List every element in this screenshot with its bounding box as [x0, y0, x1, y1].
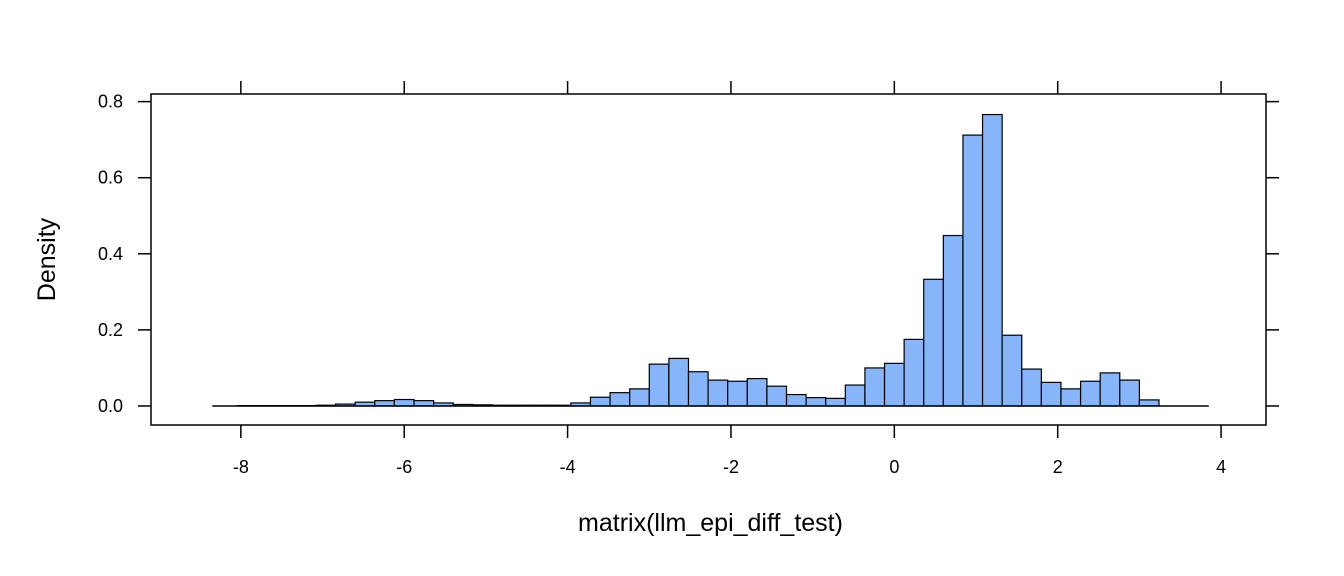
x-tick-label: -2: [723, 457, 739, 477]
histogram-bar: [942, 234, 964, 407]
histogram-bar: [1060, 388, 1082, 407]
histogram-bar: [727, 380, 748, 407]
histogram-bar: [1099, 372, 1121, 407]
x-tick-label: 0: [889, 457, 899, 477]
x-tick-label: -6: [396, 457, 412, 477]
histogram-bar: [374, 400, 396, 407]
histogram-bar: [844, 384, 866, 407]
plot-frame: [150, 93, 1267, 426]
histogram-bar: [1001, 334, 1023, 407]
y-tick-label: 0.2: [98, 320, 123, 340]
histogram-bar: [629, 388, 650, 407]
histogram-bar: [1119, 379, 1140, 407]
histogram-bar: [962, 134, 984, 407]
histogram-bar: [648, 363, 670, 407]
histogram-bar: [864, 367, 886, 407]
histogram-bar: [805, 397, 827, 407]
histogram-bar: [1138, 399, 1160, 407]
histogram-bar: [609, 392, 631, 407]
x-tick-label: 4: [1216, 457, 1226, 477]
x-tick-label: -4: [560, 457, 576, 477]
y-tick-label: 0.8: [98, 92, 123, 112]
histogram-bar: [707, 379, 729, 407]
histogram-bar: [923, 278, 944, 407]
histogram-bar: [883, 362, 905, 407]
y-tick-label: 0.4: [98, 244, 123, 264]
histogram-bar: [903, 338, 925, 407]
histogram-bar: [687, 371, 709, 407]
histogram-bar: [589, 396, 611, 407]
histogram-bar: [1021, 368, 1042, 407]
x-tick-label: 2: [1053, 457, 1063, 477]
histogram-bar: [413, 400, 435, 407]
histogram-bar: [825, 397, 846, 407]
histogram-bar: [393, 398, 415, 407]
x-tick-label: -8: [233, 457, 249, 477]
histogram-bar: [1079, 380, 1101, 407]
x-axis-title: matrix(llm_epi_diff_test): [578, 509, 843, 537]
histogram-bar: [981, 113, 1003, 407]
histogram-bar: [785, 393, 807, 407]
histogram-bar: [1040, 381, 1062, 407]
histogram-bar: [668, 357, 690, 407]
tick-labels-layer: -8 -6 -4 -2 0 2 4 0.0 0.2 0.4 0.6 0.8: [98, 92, 1226, 477]
bars-layer: [236, 113, 1160, 407]
y-tick-label: 0.6: [98, 168, 123, 188]
histogram-bar: [766, 385, 788, 407]
ticks-layer: [138, 81, 1279, 438]
y-tick-label: 0.0: [98, 396, 123, 416]
histogram-bar: [746, 377, 768, 407]
y-axis-title: Density: [33, 217, 61, 301]
